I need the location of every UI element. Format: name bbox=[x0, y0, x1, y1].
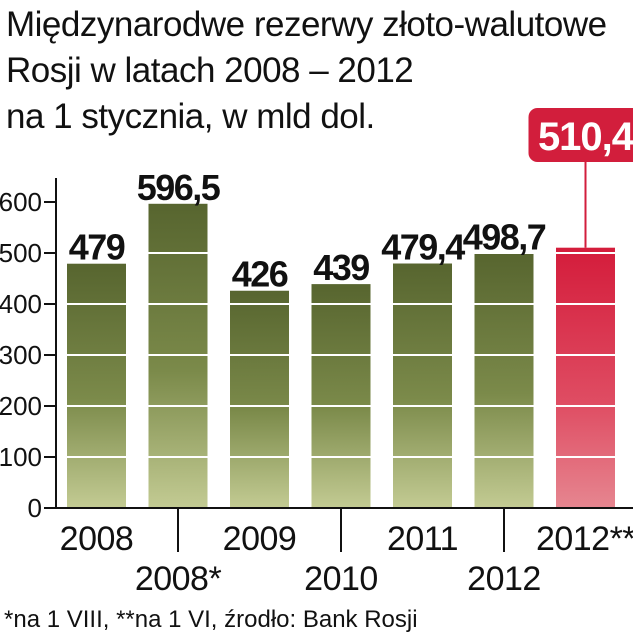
y-tick-label: 400 bbox=[0, 289, 42, 319]
title-line: na 1 stycznia, w mld dol. bbox=[6, 97, 375, 136]
y-tick-label: 200 bbox=[0, 391, 42, 421]
y-tick-label: 500 bbox=[0, 238, 42, 268]
title-line: Międzynarodwe rezerwy złoto-walutowe bbox=[6, 5, 607, 44]
category-label: 2008* bbox=[135, 560, 222, 598]
title-line: Rosji w latach 2008 – 2012 bbox=[6, 51, 414, 90]
y-tick-label: 600 bbox=[0, 187, 42, 217]
chart-title: Międzynarodwe rezerwy złoto-walutowe Ros… bbox=[6, 2, 626, 140]
bar bbox=[311, 284, 371, 508]
category-label: 2012** bbox=[536, 520, 633, 558]
y-tick-label: 300 bbox=[0, 340, 42, 370]
value-label: 479 bbox=[69, 227, 125, 268]
category-label: 2010 bbox=[304, 560, 378, 598]
category-label: 2009 bbox=[223, 520, 297, 558]
bar bbox=[67, 263, 126, 508]
category-label: 2011 bbox=[387, 520, 458, 558]
value-label: 498,7 bbox=[463, 217, 546, 258]
y-tick-label: 100 bbox=[0, 442, 42, 472]
value-label: 439 bbox=[313, 247, 369, 288]
value-label: 596,5 bbox=[137, 167, 221, 208]
value-label: 479,4 bbox=[381, 227, 465, 268]
footnote: *na 1 VIII, **na 1 VI, źrodło: Bank Rosj… bbox=[4, 606, 418, 633]
category-label: 2008 bbox=[60, 520, 134, 558]
bar bbox=[230, 290, 289, 508]
y-tick-label: 0 bbox=[28, 493, 42, 523]
highlight-value-label: 510,4 bbox=[538, 115, 633, 159]
bar bbox=[474, 253, 534, 508]
category-label: 2012 bbox=[467, 560, 541, 598]
value-label: 426 bbox=[232, 254, 288, 295]
bar bbox=[393, 263, 452, 508]
highlight-bar bbox=[556, 247, 615, 509]
highlight-label-box bbox=[528, 108, 633, 162]
